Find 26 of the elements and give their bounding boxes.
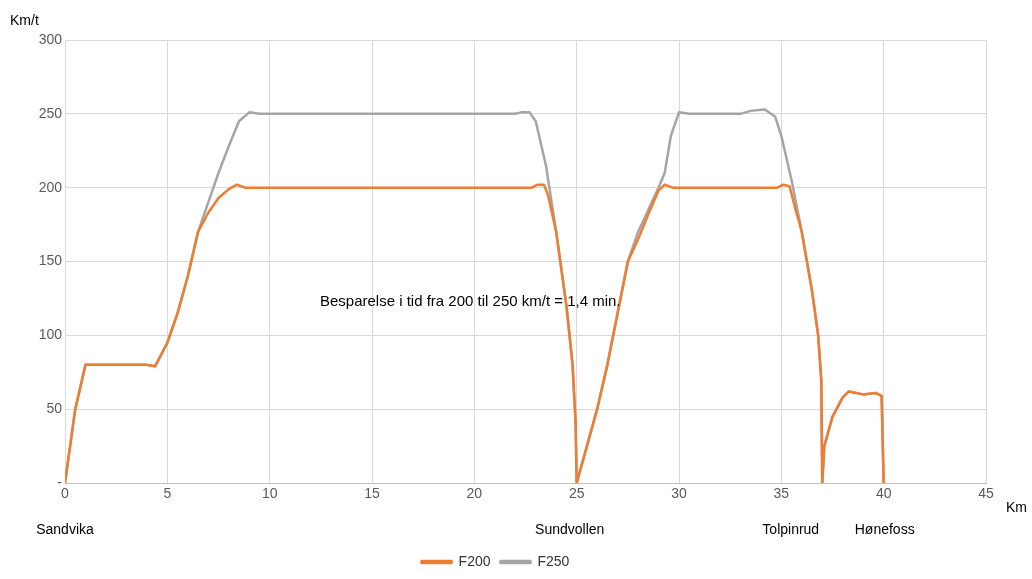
text: Tolpinrud: [762, 520, 820, 537]
annotation: Besparelse i tid fra 200 til 250 km/t = 1,4 min.: [319, 291, 621, 309]
text: Sandvika: [36, 520, 95, 537]
y-tick-label: 200: [38, 178, 63, 195]
text: Hønefoss: [854, 520, 915, 537]
x-tick-label: 15: [364, 485, 380, 502]
x-tick-label: 40: [875, 485, 892, 502]
x-tick-label: 20: [466, 485, 483, 502]
y-tick-label: -: [57, 473, 63, 490]
x-tick-label: 35: [773, 485, 790, 502]
y-axis-title: Km/t: [10, 12, 39, 28]
x-tick-label: 30: [671, 485, 687, 502]
text: Sundvollen: [535, 520, 605, 537]
x-tick-label: 25: [568, 485, 585, 502]
y-tick-label: 250: [38, 104, 63, 121]
legend-label: F200: [458, 552, 491, 569]
legend-label: F250: [537, 552, 570, 569]
x-tick-label: 10: [261, 485, 278, 502]
y-tick-label: 50: [46, 400, 63, 417]
x-tick-label: 45: [978, 485, 994, 502]
x-tick-label: 5: [163, 485, 172, 502]
y-tick-label: 150: [38, 252, 63, 269]
x-tick-label: 0: [61, 485, 70, 502]
y-tick-label: 300: [38, 30, 63, 47]
x-axis-title: Km: [1006, 498, 1027, 515]
y-tick-label: 100: [38, 326, 63, 343]
